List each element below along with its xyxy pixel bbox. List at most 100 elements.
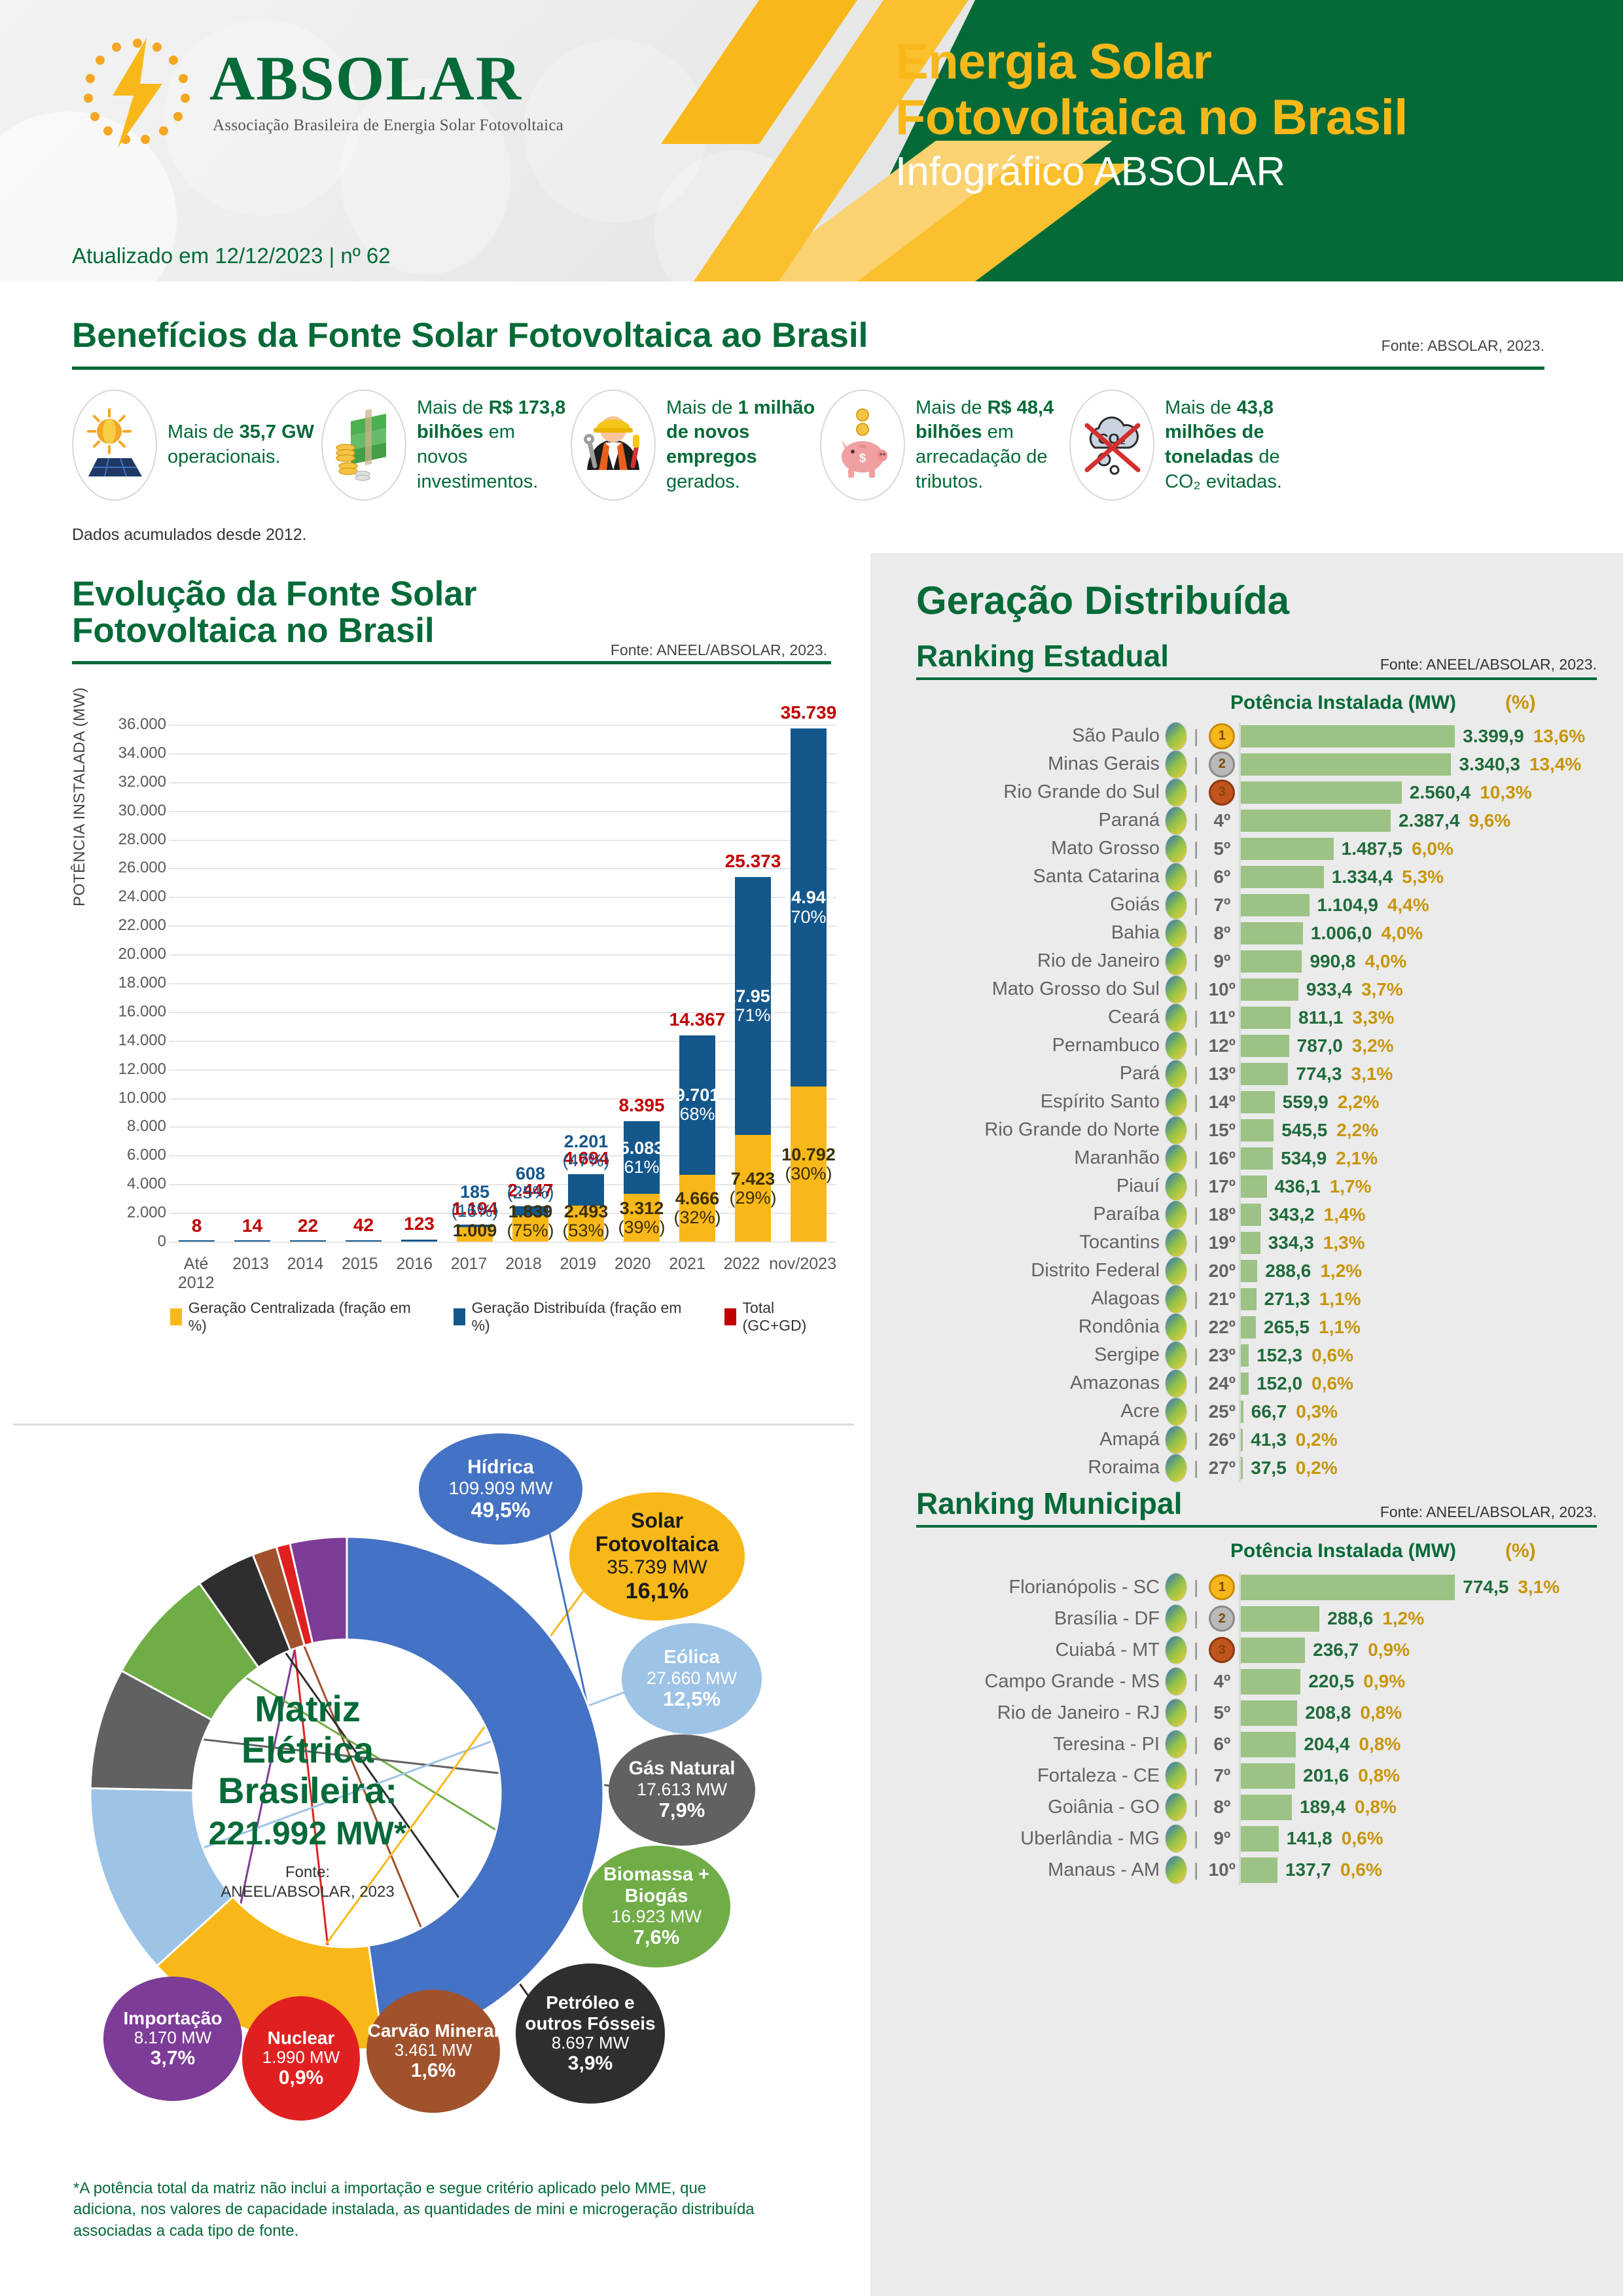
ranking-row[interactable]: Rio de Janeiro | 9º 990,8 4,0%	[870, 946, 1623, 976]
legend-item[interactable]: Geração Distribuída (fração em %)	[453, 1299, 701, 1335]
ranking-row[interactable]: Amazonas | 24º 152,0 0,6%	[870, 1369, 1623, 1398]
ranking-row[interactable]: Florianópolis - SC | 1 774,5 3,1%	[870, 1571, 1623, 1603]
donut-slice-callout[interactable]: Importação 8.170 MW 3,7%	[103, 1977, 242, 2101]
x-axis-tick: 2013	[232, 1255, 269, 1273]
ranking-row-name: Amapá	[1099, 1429, 1160, 1450]
ranking-row[interactable]: Espírito Santo | 14º 559,9 2,2%	[870, 1087, 1623, 1117]
benefit-text: Mais de 43,8 milhões de toneladas de CO₂…	[1165, 396, 1319, 495]
donut-slice-callout[interactable]: Biomassa + Biogás 16.923 MW 7,6%	[582, 1846, 730, 1967]
track-line	[1239, 1760, 1241, 1791]
ranking-value: 208,8	[1305, 1702, 1351, 1723]
callout-percent: 0,9%	[278, 2067, 324, 2089]
bar-column[interactable]: 14.367 9.701 (68%) 4.666 (32%)	[669, 725, 725, 1242]
ranking-row[interactable]: Minas Gerais | 2 3.340,3 13,4%	[870, 749, 1623, 779]
ranking-bar-track: 220,5 0,9%	[1239, 1666, 1623, 1697]
legend-label: Geração Centralizada (fração em %)	[188, 1299, 411, 1334]
ranking-position: 4º	[1213, 810, 1231, 831]
donut-slice-callout[interactable]: Solar Fotovoltaica 35.739 MW 16,1%	[569, 1492, 745, 1621]
benefit-pre: Mais de	[417, 397, 489, 418]
bar-column[interactable]: 35.739 24.947 (70%) 10.792 (30%)	[781, 702, 836, 1242]
ranking-bar	[1239, 1794, 1292, 1820]
donut-slice-callout[interactable]: Eólica 27.660 MW 12,5%	[622, 1623, 762, 1734]
ranking-value: 41,3	[1251, 1429, 1287, 1450]
row-separator: |	[1194, 1577, 1199, 1597]
ranking-row[interactable]: Fortaleza - CE | 7º 201,6 0,8%	[870, 1760, 1623, 1791]
ranking-row[interactable]: Pernambuco | 12º 787,0 3,2%	[870, 1031, 1623, 1060]
ranking-row[interactable]: Cuiabá - MT | 3 236,7 0,9%	[870, 1634, 1623, 1666]
ranking-row[interactable]: Tocantins | 19º 334,3 1,3%	[870, 1228, 1623, 1257]
donut-slice-callout[interactable]: Gás Natural 17.613 MW 7,9%	[609, 1734, 755, 1846]
ranking-bar-track: 37,5 0,2%	[1239, 1454, 1623, 1482]
ranking-row[interactable]: Ceará | 11º 811,1 3,3%	[870, 1003, 1623, 1032]
absolar-logo[interactable]: ABSOLAR Associação Brasileira de Energia…	[79, 33, 615, 157]
bar-column[interactable]: 2.447 608 (25%) 1.839 (75%)	[503, 725, 558, 1242]
legend-item[interactable]: Geração Centralizada (fração em %)	[170, 1299, 430, 1335]
ranking-bar	[1239, 725, 1455, 747]
worker-icon	[571, 389, 656, 501]
ranking-row[interactable]: Piauí | 17º 436,1 1,7%	[870, 1172, 1623, 1201]
ranking-row[interactable]: Santa Catarina | 6º 1.334,4 5,3%	[870, 862, 1623, 891]
ranking-row[interactable]: Goiânia - GO | 8º 189,4 0,8%	[870, 1791, 1623, 1823]
bar-column[interactable]: 42	[336, 725, 391, 1242]
ranking-row[interactable]: Mato Grosso do Sul | 10º 933,4 3,7%	[870, 975, 1623, 1004]
ranking-row[interactable]: Rio Grande do Sul | 3 2.560,4 10,3%	[870, 778, 1623, 807]
bar-column[interactable]: 123	[391, 725, 447, 1242]
track-line	[1239, 1854, 1241, 1886]
donut-slice[interactable]	[289, 1535, 348, 1645]
ranking-bar	[1239, 1372, 1249, 1395]
ranking-row[interactable]: Rio Grande do Norte | 15º 545,5 2,2%	[870, 1115, 1623, 1145]
bar-column[interactable]: 8.395 5.083 (61%) 3.312 (39%)	[614, 725, 669, 1242]
ranking-row[interactable]: Roraima | 27º 37,5 0,2%	[870, 1453, 1623, 1482]
ranking-row[interactable]: Brasília - DF | 2 288,6 1,2%	[870, 1603, 1623, 1634]
ranking-row[interactable]: São Paulo | 1 3.399,9 13,6%	[870, 721, 1623, 751]
ranking-row[interactable]: Paraíba | 18º 343,2 1,4%	[870, 1200, 1623, 1229]
ranking-row[interactable]: Sergipe | 23º 152,3 0,6%	[870, 1340, 1623, 1370]
ranking-row[interactable]: Campo Grande - MS | 4º 220,5 0,9%	[870, 1666, 1623, 1697]
donut-slice-callout[interactable]: Nuclear 1.990 MW 0,9%	[242, 1996, 360, 2121]
ranking-row[interactable]: Goiás | 7º 1.104,9 4,4%	[870, 890, 1623, 920]
ranking-bar-track: 3.399,9 13,6%	[1239, 722, 1623, 750]
ranking-row[interactable]: Alagoas | 21º 271,3 1,1%	[870, 1284, 1623, 1314]
bar-column[interactable]: 4.694 2.201 (47%) 2.493 (53%)	[558, 725, 614, 1242]
ranking-row[interactable]: Uberlândia - MG | 9º 141,8 0,6%	[870, 1823, 1623, 1854]
state-flag-icon	[1165, 834, 1187, 863]
ranking-row[interactable]: Teresina - PI | 6º 204,4 0,8%	[870, 1729, 1623, 1760]
matrix-footnote: *A potência total da matriz não inclui a…	[73, 2179, 755, 2240]
legend-item[interactable]: Total (GC+GD)	[724, 1299, 841, 1335]
ranking-percent: 0,6%	[1340, 1859, 1382, 1880]
ranking-row[interactable]: Manaus - AM | 10º 137,7 0,6%	[870, 1854, 1623, 1886]
ranking-row[interactable]: Amapá | 26º 41,3 0,2%	[870, 1425, 1623, 1454]
bar-total-label: 8	[191, 1215, 202, 1236]
donut-slice-callout[interactable]: Hídrica 109.909 MW 49,5%	[419, 1433, 582, 1545]
ranking-value: 288,6	[1265, 1260, 1311, 1281]
bar-column[interactable]: 8	[169, 725, 224, 1242]
ranking-row-name: Espírito Santo	[1040, 1091, 1160, 1112]
ranking-row[interactable]: Mato Grosso | 5º 1.487,5 6,0%	[870, 834, 1623, 863]
ranking-row[interactable]: Maranhão | 16º 534,9 2,1%	[870, 1143, 1623, 1173]
ranking-row[interactable]: Distrito Federal | 20º 288,6 1,2%	[870, 1256, 1623, 1285]
ranking-value: 271,3	[1264, 1288, 1310, 1309]
ranking-row[interactable]: Pará | 13º 774,3 3,1%	[870, 1059, 1623, 1088]
ranking-position: 27º	[1208, 1457, 1236, 1478]
bar-label-distributed: 185 (16%)	[451, 1181, 499, 1221]
ranking-row[interactable]: Bahia | 8º 1.006,0 4,0%	[870, 918, 1623, 948]
state-flag-icon	[1165, 1087, 1187, 1117]
ranking-row[interactable]: Rondônia | 22º 265,5 1,1%	[870, 1312, 1623, 1342]
y-axis-tick: 4.000	[126, 1175, 166, 1193]
ranking-bar-track: 2.387,4 9,6%	[1239, 806, 1623, 834]
bar-column[interactable]: 14	[224, 725, 280, 1242]
ranking-position: 8º	[1213, 1797, 1231, 1817]
state-flag-icon	[1165, 1793, 1187, 1821]
bar-column[interactable]: 25.373 17.950 (71%) 7.423 (29%)	[725, 725, 781, 1242]
bar-column[interactable]: 22	[280, 725, 336, 1242]
row-separator: |	[1194, 978, 1199, 999]
ranking-row[interactable]: Rio de Janeiro - RJ | 5º 208,8 0,8%	[870, 1697, 1623, 1729]
ranking-position: 4º	[1213, 1671, 1231, 1691]
ranking-row[interactable]: Paraná | 4º 2.387,4 9,6%	[870, 806, 1623, 835]
donut-slice-callout[interactable]: Petróleo e outros Fósseis 8.697 MW 3,9%	[516, 1964, 665, 2104]
donut-slice-callout[interactable]: Carvão Mineral 3.461 MW 1,6%	[366, 1990, 500, 2113]
bar-column[interactable]: 1.194 185 (16%) 1.009	[447, 725, 503, 1242]
ranking-row[interactable]: Acre | 25º 66,7 0,3%	[870, 1397, 1623, 1426]
bar-label-centralized: 1.839 (75%)	[507, 1201, 554, 1240]
callout-value: 8.697 MW	[551, 2033, 630, 2053]
